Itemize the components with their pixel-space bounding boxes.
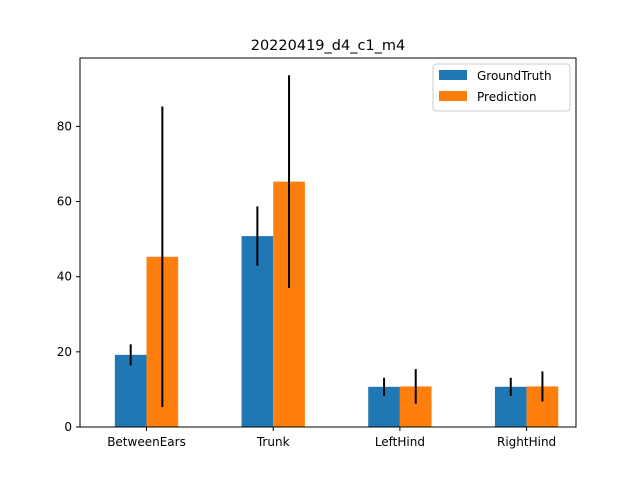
y-tick-label: 20: [57, 345, 72, 359]
y-tick-label: 60: [57, 195, 72, 209]
legend-label-prediction: Prediction: [477, 90, 537, 104]
legend: GroundTruth Prediction: [432, 63, 571, 112]
x-tick-label: RightHind: [497, 435, 556, 449]
x-tick-label: Trunk: [256, 435, 290, 449]
plot-area: 0 20 40 60 80 BetweenEars Trunk LeftHind RightHi…: [57, 57, 577, 449]
x-tick-label: BetweenEars: [107, 435, 186, 449]
y-tick-label: 40: [57, 270, 72, 284]
x-tick-label: LeftHind: [375, 435, 425, 449]
y-tick-label: 0: [64, 420, 72, 434]
bar-groundtruth-trunk: [241, 236, 274, 427]
legend-label-groundtruth: GroundTruth: [477, 69, 552, 83]
bar-groundtruth-betweenears: [114, 354, 147, 427]
legend-swatch-prediction: [439, 91, 467, 101]
axes-frame: [79, 57, 577, 428]
legend-box: [432, 63, 571, 112]
chart-title: 20220419_d4_c1_m4: [251, 38, 406, 54]
y-tick-label: 80: [57, 119, 72, 133]
legend-swatch-groundtruth: [439, 70, 467, 80]
